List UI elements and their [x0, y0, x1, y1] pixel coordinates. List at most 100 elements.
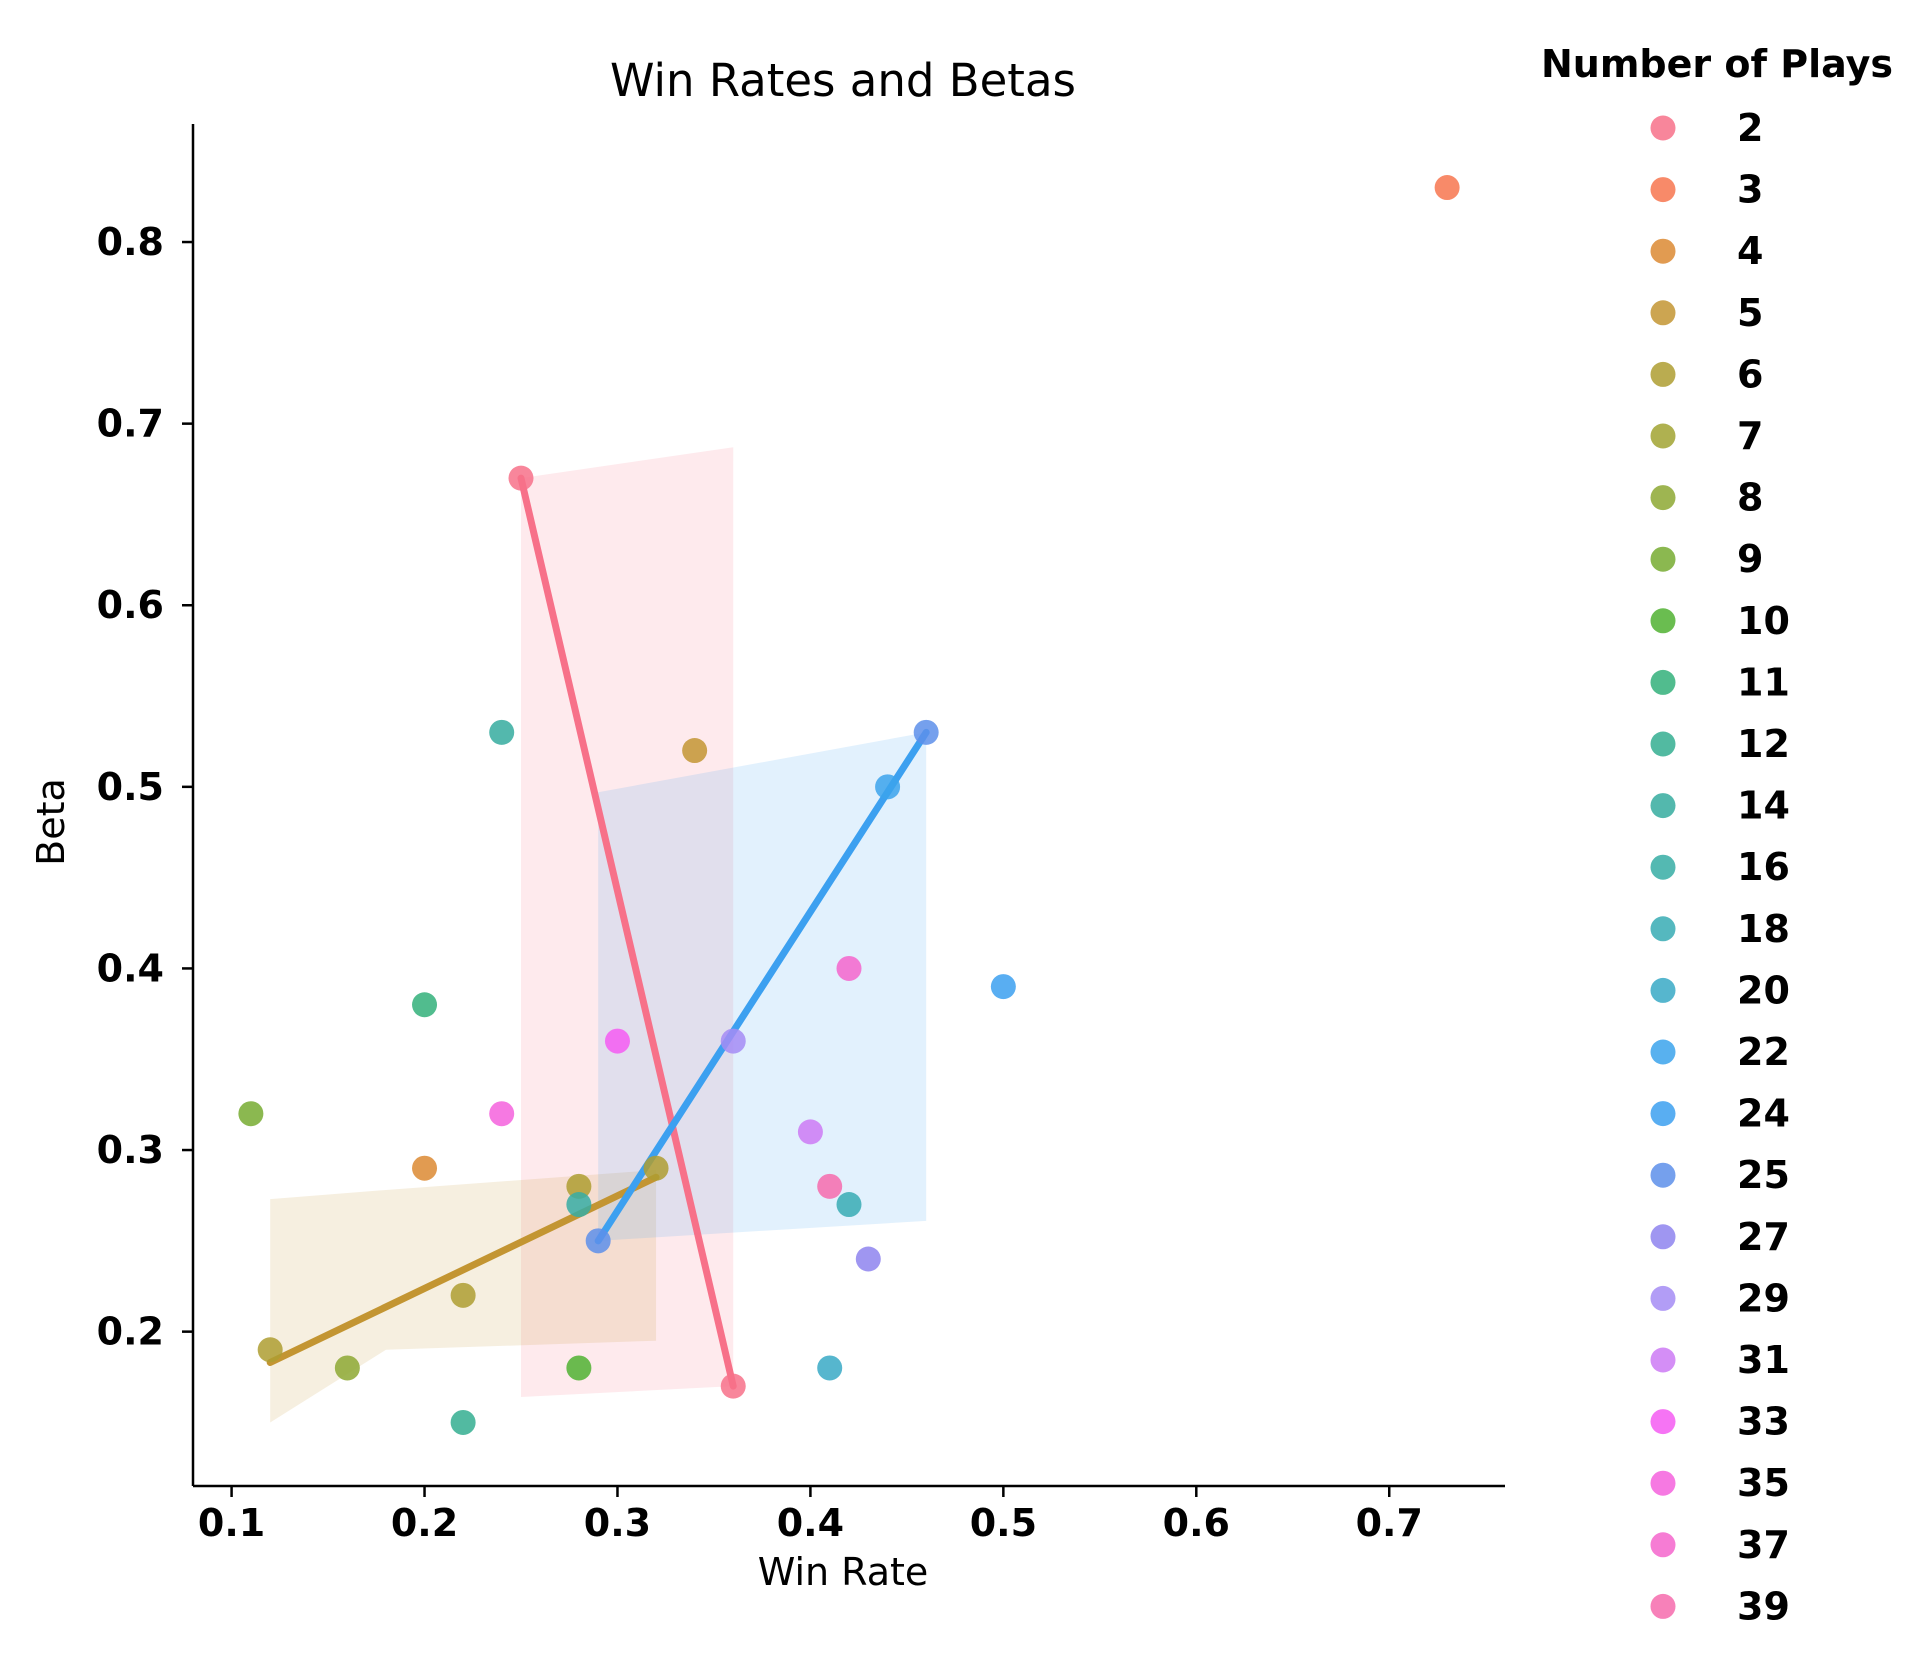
data-point-25 — [913, 719, 939, 745]
legend-entries: 2 3 4 5 6 7 8 9 10 11 12 14 16 18 20 22 24 25 27 29 31 33 35 37… — [1650, 106, 1790, 1628]
data-point-25 — [585, 1228, 611, 1254]
x-tick-label: 0.1 — [198, 1501, 265, 1545]
data-point-37 — [836, 955, 862, 981]
data-point-6 — [566, 1173, 592, 1199]
legend-marker-10 — [1650, 608, 1676, 634]
legend-label: 6 — [1737, 352, 1763, 396]
data-point-9 — [238, 1101, 264, 1127]
y-tick-label: 0.2 — [97, 1310, 164, 1354]
data-point-31 — [797, 1119, 823, 1145]
x-axis-ticks: 0.1 0.2 0.3 0.4 0.5 0.6 0.7 — [198, 1486, 1423, 1545]
legend-label: 33 — [1737, 1400, 1790, 1444]
data-point-6 — [450, 1282, 476, 1308]
legend-marker-27 — [1650, 1224, 1676, 1250]
legend-label: 25 — [1737, 1153, 1790, 1197]
legend-label: 35 — [1737, 1461, 1790, 1505]
legend-marker-8 — [1650, 485, 1676, 511]
x-tick-label: 0.3 — [584, 1501, 651, 1545]
legend-label: 39 — [1737, 1584, 1790, 1628]
data-point-35 — [489, 1101, 515, 1127]
y-tick-label: 0.3 — [97, 1128, 164, 1172]
regression-line-2 — [517, 474, 737, 1390]
data-point-16 — [566, 1192, 592, 1218]
data-point-2 — [508, 465, 534, 491]
y-tick-label: 0.5 — [97, 765, 164, 809]
data-point-11 — [412, 992, 438, 1018]
legend-label: 4 — [1737, 229, 1763, 273]
data-point-4 — [412, 1155, 438, 1181]
legend-label: 24 — [1737, 1092, 1790, 1136]
legend-marker-25 — [1650, 1162, 1676, 1188]
data-point-29 — [720, 1028, 746, 1054]
legend-label: 37 — [1737, 1523, 1790, 1567]
legend-label: 31 — [1737, 1338, 1790, 1382]
data-point-18 — [836, 1192, 862, 1218]
legend-marker-2 — [1650, 115, 1676, 141]
legend-label: 5 — [1737, 291, 1763, 335]
legend-marker-37 — [1650, 1532, 1676, 1558]
legend-marker-16 — [1650, 854, 1676, 880]
data-point-33 — [604, 1028, 630, 1054]
legend-marker-39 — [1650, 1593, 1676, 1619]
legend-marker-7 — [1650, 423, 1676, 449]
legend-marker-14 — [1650, 793, 1676, 819]
data-point-14 — [489, 719, 515, 745]
data-point-3 — [1434, 175, 1460, 201]
legend-label: 7 — [1737, 414, 1763, 458]
legend-marker-12 — [1650, 731, 1676, 757]
legend-label: 27 — [1737, 1215, 1790, 1259]
legend-marker-35 — [1650, 1470, 1676, 1496]
legend-marker-22 — [1650, 1039, 1676, 1065]
confidence-bands — [270, 447, 927, 1423]
legend-marker-29 — [1650, 1285, 1676, 1311]
data-point-8 — [334, 1355, 360, 1381]
x-tick-label: 0.2 — [391, 1501, 458, 1545]
legend-label: 11 — [1737, 660, 1790, 704]
legend-label: 29 — [1737, 1276, 1790, 1320]
legend-label: 9 — [1737, 537, 1763, 581]
y-tick-label: 0.6 — [97, 583, 164, 627]
regression-line-25 — [594, 728, 930, 1245]
legend-label: 3 — [1737, 168, 1763, 212]
regression-lines — [266, 474, 930, 1390]
legend-label: 16 — [1737, 845, 1790, 889]
legend-marker-18 — [1650, 916, 1676, 942]
legend-title: Number of Plays — [1541, 42, 1893, 86]
data-point-6 — [643, 1155, 669, 1181]
legend-label: 14 — [1737, 784, 1790, 828]
legend-marker-3 — [1650, 177, 1676, 203]
chart-title: Win Rates and Betas — [610, 54, 1076, 107]
y-axis-ticks: 0.2 0.3 0.4 0.5 0.6 0.7 0.8 — [97, 220, 193, 1354]
legend-label: 18 — [1737, 907, 1790, 951]
legend-label: 20 — [1737, 968, 1790, 1012]
scatter-points — [238, 175, 1460, 1435]
data-point-10 — [566, 1355, 592, 1381]
data-point-6 — [257, 1337, 283, 1363]
legend-label: 22 — [1737, 1030, 1790, 1074]
x-axis-label: Win Rate — [758, 1550, 929, 1594]
legend-label: 2 — [1737, 106, 1763, 150]
regression-line-6 — [266, 1173, 660, 1367]
x-tick-label: 0.6 — [1163, 1501, 1230, 1545]
legend-marker-4 — [1650, 238, 1676, 264]
legend-marker-33 — [1650, 1409, 1676, 1435]
data-point-5 — [682, 738, 708, 764]
legend-label: 12 — [1737, 722, 1790, 766]
data-point-27 — [855, 1246, 881, 1272]
data-point-20 — [817, 1355, 843, 1381]
legend-marker-11 — [1650, 669, 1676, 695]
legend-marker-9 — [1650, 546, 1676, 572]
legend-marker-6 — [1650, 361, 1676, 387]
y-axis-label: Beta — [29, 778, 73, 866]
legend-marker-31 — [1650, 1347, 1676, 1373]
data-point-22 — [875, 774, 901, 800]
x-tick-label: 0.5 — [970, 1501, 1037, 1545]
x-tick-label: 0.7 — [1356, 1501, 1423, 1545]
legend-label: 8 — [1737, 476, 1763, 520]
data-point-39 — [817, 1173, 843, 1199]
data-point-12 — [450, 1409, 476, 1435]
y-tick-label: 0.7 — [97, 402, 164, 446]
y-tick-label: 0.4 — [97, 946, 164, 990]
legend: Number of Plays 2 3 4 5 6 7 8 9 10 11 12 14 16 18 20 22… — [1541, 42, 1893, 1628]
